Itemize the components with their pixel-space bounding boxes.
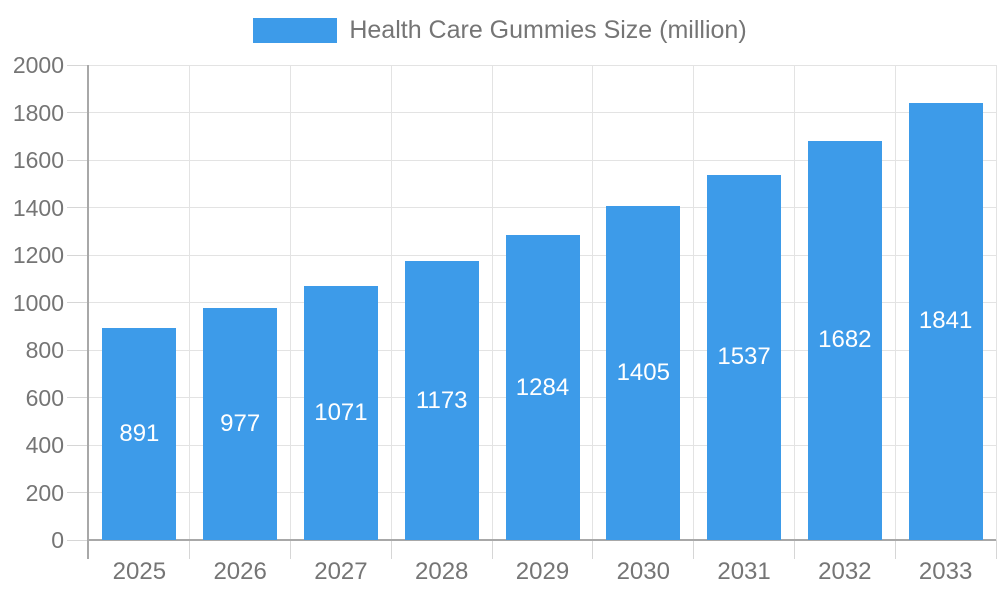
v-gridline	[390, 65, 392, 540]
bar-value-label: 1284	[515, 373, 570, 401]
y-tick-label: 1000	[12, 289, 64, 316]
bar[interactable]	[807, 140, 882, 540]
bar[interactable]	[505, 235, 580, 540]
bar-value-label: 1841	[918, 307, 973, 335]
y-tick-label: 0	[51, 527, 64, 553]
x-tick-label: 2031	[717, 558, 771, 585]
v-gridline	[491, 65, 493, 540]
y-axis-tick	[67, 492, 89, 493]
bar-value-label: 891	[119, 420, 160, 448]
x-tick-label: 2033	[918, 558, 973, 585]
y-axis-tick	[67, 444, 89, 446]
x-axis-tick	[390, 540, 392, 559]
v-gridline	[290, 65, 292, 540]
h-gridline	[89, 64, 996, 66]
x-axis-tick	[290, 540, 292, 559]
x-tick-label: 2030	[616, 558, 670, 585]
y-tick-label: 600	[25, 384, 64, 411]
y-axis-tick	[67, 397, 89, 398]
bar[interactable]	[303, 285, 378, 540]
x-axis-line	[87, 539, 996, 541]
bar[interactable]	[102, 328, 177, 540]
bar-value-label: 1682	[818, 326, 872, 354]
x-tick-label: 2032	[818, 558, 872, 585]
h-gridline	[89, 159, 996, 161]
y-axis-tick	[67, 539, 89, 541]
y-axis-tick	[67, 64, 89, 66]
bar[interactable]	[606, 206, 681, 540]
bar[interactable]	[908, 102, 983, 540]
y-tick-label: 2000	[12, 52, 64, 78]
h-gridline	[89, 207, 996, 208]
h-gridline	[89, 112, 996, 113]
y-tick-label: 1200	[12, 242, 64, 268]
v-gridline	[894, 65, 896, 540]
bar-value-label: 977	[220, 409, 261, 437]
y-tick-label: 200	[25, 479, 64, 506]
v-gridline	[793, 65, 795, 540]
bar-value-label: 1071	[314, 398, 368, 426]
legend-label: Health Care Gummies Size (million)	[349, 16, 747, 44]
legend-swatch-icon	[253, 18, 338, 43]
y-axis-line	[87, 65, 89, 559]
bar[interactable]	[203, 307, 278, 540]
y-axis-tick	[67, 302, 89, 303]
bar-value-label: 1537	[717, 343, 771, 371]
x-axis-tick	[793, 540, 795, 559]
y-tick-label: 1600	[12, 147, 64, 173]
y-axis-tick	[67, 112, 89, 113]
v-gridline	[995, 65, 997, 540]
v-gridline	[693, 65, 695, 540]
v-gridline	[592, 65, 594, 540]
x-tick-label: 2028	[415, 558, 469, 585]
x-tick-label: 2025	[112, 558, 167, 585]
y-tick-label: 1800	[12, 99, 64, 126]
x-tick-label: 2027	[314, 558, 368, 585]
x-axis-tick	[693, 540, 695, 559]
y-tick-label: 400	[25, 432, 64, 458]
x-axis-tick	[894, 540, 896, 559]
bar[interactable]	[404, 261, 479, 540]
y-tick-label: 1400	[12, 194, 64, 221]
bar[interactable]	[707, 174, 782, 540]
x-axis-tick	[592, 540, 594, 559]
v-gridline	[189, 65, 191, 540]
x-axis-tick	[189, 540, 191, 559]
y-axis-tick	[67, 159, 89, 161]
y-tick-label: 800	[25, 337, 64, 363]
bar-value-label: 1405	[616, 359, 670, 387]
y-axis-tick	[67, 349, 89, 351]
x-tick-label: 2029	[515, 558, 570, 585]
legend[interactable]: Health Care Gummies Size (million)	[0, 16, 1000, 44]
bar-value-label: 1173	[415, 386, 468, 414]
y-axis-tick	[67, 254, 89, 256]
x-axis-tick	[491, 540, 493, 559]
x-tick-label: 2026	[213, 558, 267, 585]
x-axis-tick	[995, 540, 997, 559]
y-axis-tick	[67, 207, 89, 208]
